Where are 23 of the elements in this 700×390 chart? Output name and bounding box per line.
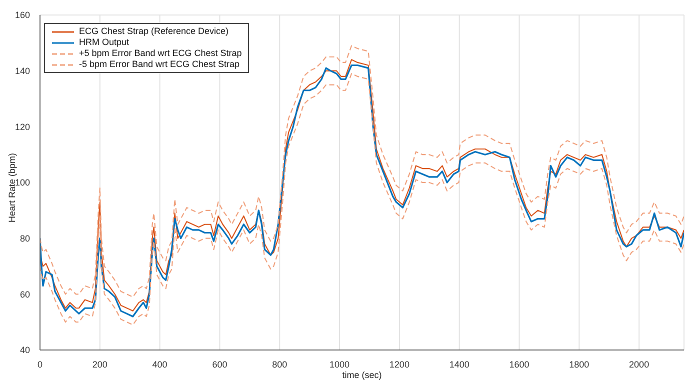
y-tick-label: 40: [20, 345, 30, 356]
legend-label: ECG Chest Strap (Reference Device): [79, 26, 229, 37]
y-tick-label: 60: [20, 289, 30, 300]
x-tick-label: 600: [212, 359, 228, 370]
x-tick-label: 1400: [449, 359, 470, 370]
x-tick-label: 400: [152, 359, 168, 370]
x-tick-label: 2000: [629, 359, 650, 370]
x-tick-label: 1000: [330, 359, 350, 370]
x-tick-label: 0: [37, 359, 43, 370]
x-tick-label: 1200: [389, 359, 410, 370]
y-tick-label: 160: [14, 10, 30, 20]
y-tick-label: 120: [14, 122, 30, 132]
legend-label: -5 bpm Error Band wrt ECG Chest Strap: [79, 59, 240, 70]
y-tick-label: 140: [14, 66, 30, 76]
legend-label: HRM Output: [79, 37, 130, 48]
legend-label: +5 bpm Error Band wrt ECG Chest Strap: [79, 48, 242, 59]
x-tick-label: 1800: [569, 359, 590, 370]
x-tick-label: 200: [92, 359, 108, 370]
x-axis-title: time (sec): [342, 370, 382, 380]
y-tick-label: 80: [20, 234, 30, 244]
x-tick-label: 800: [272, 359, 288, 370]
x-tick-label: 1600: [509, 359, 530, 370]
y-tick-label: 100: [14, 178, 30, 188]
